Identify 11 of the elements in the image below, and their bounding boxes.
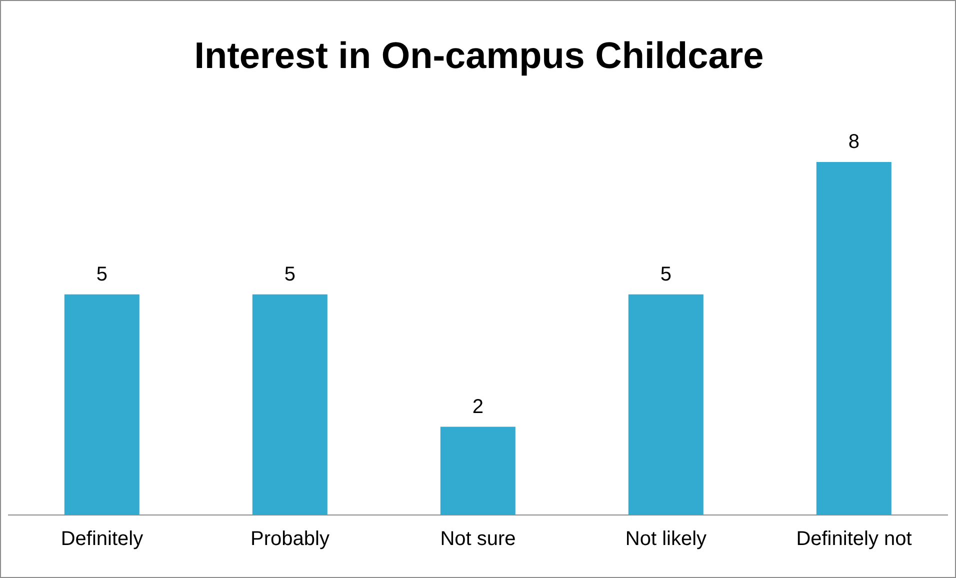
- data-label: 5: [284, 263, 296, 286]
- x-tick-label: Not likely: [625, 528, 707, 550]
- data-label: 5: [660, 263, 672, 286]
- data-label: 5: [96, 263, 108, 286]
- data-label: 8: [848, 131, 860, 153]
- chart-title: Interest in On-campus Childcare: [193, 35, 765, 77]
- x-tick-label: Probably: [250, 528, 330, 550]
- data-label: 2: [472, 396, 484, 418]
- x-tick-label: Definitely not: [796, 528, 912, 550]
- x-tick-label: Not sure: [440, 528, 516, 550]
- x-tick-label: Definitely: [60, 528, 144, 550]
